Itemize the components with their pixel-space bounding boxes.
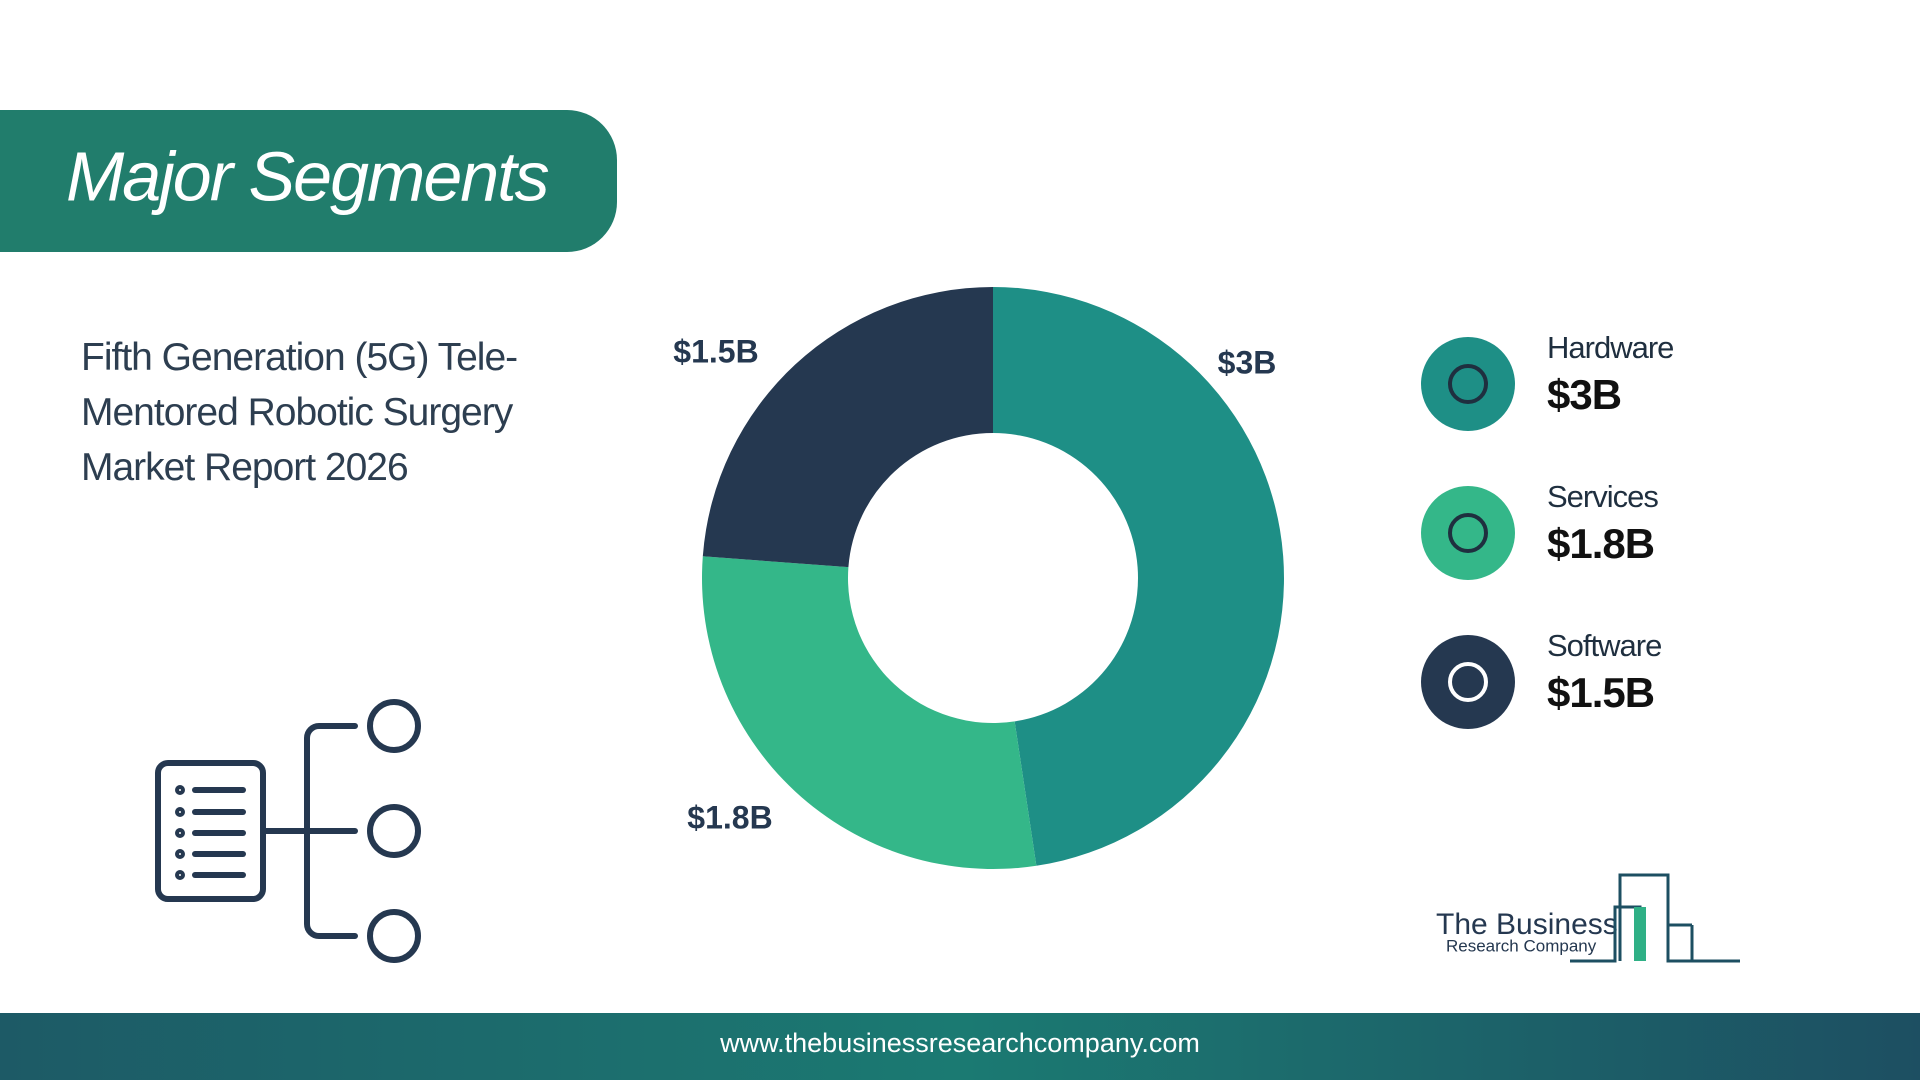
logo-line1: The Business [1436, 908, 1618, 941]
legend-icon [1421, 486, 1515, 580]
legend-value: $1.8B [1547, 520, 1654, 567]
slice-value-label: $1.8B [687, 799, 772, 835]
segments-icon [155, 699, 421, 963]
slice-value-label: $1.5B [673, 333, 758, 369]
footer-band [0, 1013, 1920, 1080]
logo: The Business Research Company [1436, 873, 1740, 963]
legend-icon [1421, 635, 1515, 729]
donut-slice [993, 287, 1284, 866]
header-title: Major Segments [66, 137, 549, 215]
legend-name: Software [1547, 628, 1661, 663]
legend-icon-glyph [1448, 513, 1488, 553]
donut-slice [702, 287, 993, 568]
header-banner [0, 110, 617, 252]
legend-value: $1.5B [1547, 669, 1654, 716]
legend-icon-glyph [1448, 662, 1488, 702]
legend-item: Services $1.8B [1421, 479, 1659, 580]
legend-name: Services [1547, 479, 1658, 514]
legend-icon [1421, 337, 1515, 431]
legend-name: Hardware [1547, 330, 1673, 365]
slice-value-label: $3B [1218, 344, 1277, 380]
logo-line2: Research Company [1446, 936, 1597, 955]
legend-value: $3B [1547, 371, 1621, 418]
legend-item: Software $1.5B [1421, 628, 1662, 729]
subtitle: Fifth Generation (5G) Tele-Mentored Robo… [81, 336, 518, 489]
footer-url: www.thebusinessresearchcompany.com [719, 1028, 1200, 1058]
legend-item: Hardware $3B [1421, 330, 1674, 431]
donut-slice [701, 556, 1037, 869]
legend-icon-glyph [1448, 364, 1488, 404]
